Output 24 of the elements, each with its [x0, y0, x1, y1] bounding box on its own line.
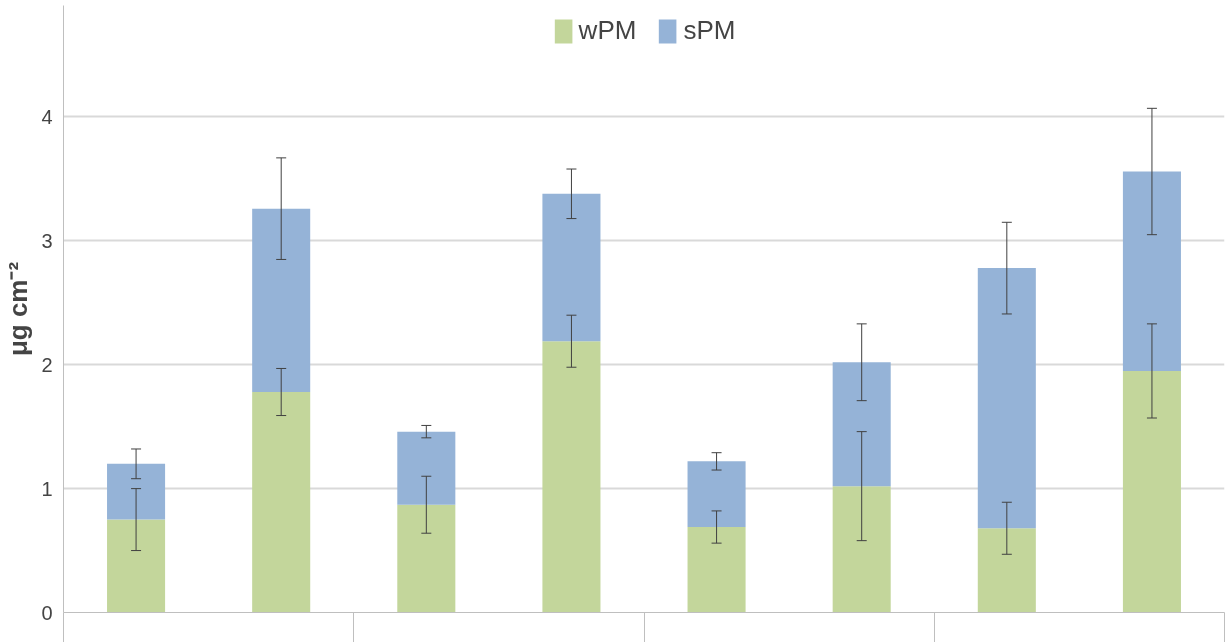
bar — [687, 527, 746, 613]
bar — [252, 208, 311, 392]
bar — [542, 341, 601, 613]
bar — [107, 519, 166, 613]
bar — [107, 463, 166, 520]
y-axis-title: μg cm⁻² — [3, 261, 34, 357]
y-tick-label: 0 — [41, 601, 53, 624]
legend-label: wPM — [578, 15, 637, 46]
bar — [832, 486, 891, 613]
legend-label: sPM — [683, 15, 736, 46]
bar — [397, 431, 456, 505]
y-tick-label: 4 — [41, 105, 53, 128]
bar — [832, 362, 891, 487]
bar — [977, 268, 1036, 529]
bar — [542, 193, 601, 342]
bar — [397, 504, 456, 613]
bar — [252, 392, 311, 613]
y-tick-label: 1 — [41, 477, 53, 500]
y-tick-label: 3 — [41, 229, 53, 252]
bar — [1122, 370, 1181, 613]
bar — [687, 461, 746, 528]
y-tick-label: 2 — [41, 353, 53, 376]
bar — [1122, 171, 1181, 371]
bar — [977, 528, 1036, 613]
